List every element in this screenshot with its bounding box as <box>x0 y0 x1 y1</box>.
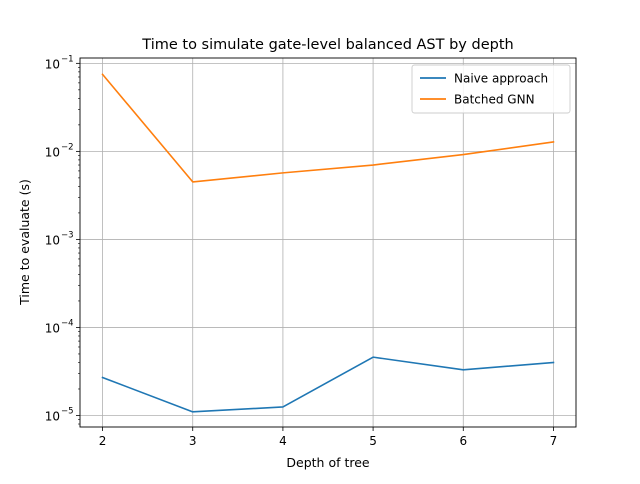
series-line-batched-gnn <box>101 73 555 183</box>
plot-frame <box>79 57 577 428</box>
x-tick-label: 3 <box>189 434 197 448</box>
y-tick-exponent: −2 <box>61 142 74 152</box>
y-tick-label: 10 <box>45 145 60 159</box>
chart-title: Time to simulate gate-level balanced AST… <box>141 37 513 53</box>
y-tick-label: 10 <box>45 57 60 71</box>
x-axis-label: Depth of tree <box>286 455 370 470</box>
axes: 2 3 4 5 6 710−510−410−310−210−1 <box>45 54 577 448</box>
legend-box <box>411 64 571 114</box>
legend: Naive approach Batched GNN <box>411 64 571 114</box>
legend-label: Batched GNN <box>454 93 535 107</box>
legend-label: Naive approach <box>454 72 548 86</box>
x-tick-label: 2 <box>99 434 107 448</box>
y-axis-label: Time to evaluate (s) <box>17 179 32 306</box>
y-tick-exponent: −3 <box>61 230 74 240</box>
x-tick-label: 4 <box>279 434 287 448</box>
y-tick-exponent: −4 <box>61 318 74 328</box>
y-tick-label: 10 <box>45 233 60 247</box>
y-tick-label: 10 <box>45 409 60 423</box>
x-tick-label: 5 <box>369 434 377 448</box>
y-tick-label: 10 <box>45 321 60 335</box>
x-tick-label: 7 <box>550 434 558 448</box>
series-line-naive-approach <box>101 356 555 413</box>
grid-lines <box>80 58 576 427</box>
x-tick-label: 6 <box>459 434 467 448</box>
y-tick-exponent: −1 <box>61 54 74 64</box>
y-tick-exponent: −5 <box>61 406 74 416</box>
series-lines <box>101 73 555 413</box>
